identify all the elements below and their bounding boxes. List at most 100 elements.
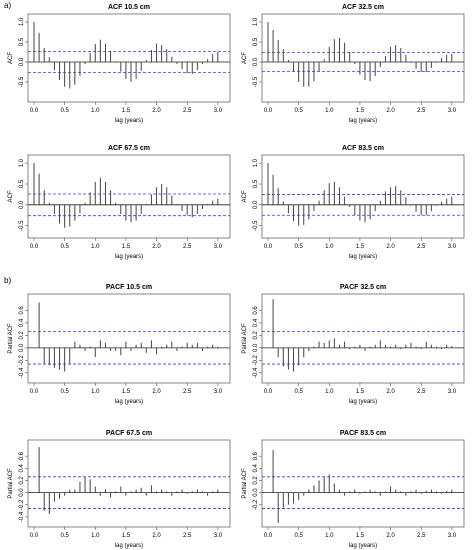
y-tick-label: 1.0 bbox=[253, 17, 259, 26]
x-tick-label: 3.0 bbox=[448, 389, 457, 395]
y-tick-label: 1.0 bbox=[19, 158, 25, 167]
plot-frame bbox=[261, 13, 465, 103]
x-tick-label: 1.0 bbox=[91, 389, 100, 395]
y-tick-label: 0.5 bbox=[253, 37, 259, 46]
x-tick-label: 1.5 bbox=[356, 108, 365, 114]
x-tick-label: 0.5 bbox=[60, 244, 69, 250]
y-tick-label: -0.5 bbox=[19, 220, 25, 231]
x-tick-label: 2.0 bbox=[386, 389, 395, 395]
x-tick-label: 0.0 bbox=[264, 108, 273, 114]
x-tick-label: 1.5 bbox=[122, 244, 131, 250]
x-tick-label: 3.0 bbox=[214, 389, 223, 395]
x-tick-label: 0.5 bbox=[60, 533, 69, 539]
chart-1: ACF 32.5 cm 0.0 0.5 1.0 1.5 2.0 2.5 3.0 -0.5 0.0 0… bbox=[242, 4, 465, 124]
x-axis-label: lag (years) bbox=[115, 254, 143, 260]
x-axis-label: lag (years) bbox=[349, 399, 377, 405]
x-tick-label: 0.5 bbox=[294, 244, 303, 250]
y-tick-label: 0.2 bbox=[19, 476, 25, 485]
y-axis-label: ACF bbox=[8, 190, 14, 202]
chart-title: PACF 10.5 cm bbox=[106, 284, 152, 291]
y-tick-label: 1.0 bbox=[19, 17, 25, 26]
x-tick-label: 2.5 bbox=[417, 389, 426, 395]
y-tick-label: 0.0 bbox=[253, 488, 259, 497]
x-tick-label: 0.5 bbox=[60, 108, 69, 114]
y-tick-label: -0.5 bbox=[253, 76, 259, 87]
x-tick-label: 2.5 bbox=[183, 389, 192, 395]
x-tick-label: 3.0 bbox=[448, 108, 457, 114]
y-axis-label: Partial ACF bbox=[242, 323, 248, 354]
x-tick-label: 2.0 bbox=[152, 244, 161, 250]
x-tick-label: 0.0 bbox=[30, 389, 39, 395]
y-axis-label: Partial ACF bbox=[8, 323, 14, 354]
x-tick-label: 2.0 bbox=[152, 533, 161, 539]
x-tick-label: 1.5 bbox=[122, 108, 131, 114]
chart-title: ACF 32.5 cm bbox=[342, 4, 384, 11]
chart-2: ACF 67.5 cm 0.0 0.5 1.0 1.5 2.0 2.5 3.0 -0.5 0.0 0… bbox=[8, 145, 231, 260]
y-tick-label: 0.5 bbox=[19, 37, 25, 46]
y-tick-label: 0.6 bbox=[19, 451, 25, 460]
y-tick-label: 0.0 bbox=[19, 488, 25, 497]
x-tick-label: 0.0 bbox=[30, 244, 39, 250]
y-tick-label: 0.0 bbox=[19, 57, 25, 66]
x-tick-label: 1.5 bbox=[122, 533, 131, 539]
y-tick-label: 0.0 bbox=[253, 200, 259, 209]
y-tick-label: 0.0 bbox=[253, 57, 259, 66]
x-tick-label: 2.5 bbox=[417, 244, 426, 250]
y-tick-label: 0.4 bbox=[253, 318, 259, 327]
chart-5: PACF 32.5 cm 0.0 0.5 1.0 1.5 2.0 2.5 3.0 -0.4 -0.… bbox=[242, 284, 465, 405]
y-tick-label: 0.0 bbox=[19, 200, 25, 209]
chart-title: PACF 83.5 cm bbox=[340, 430, 386, 437]
chart-title: ACF 10.5 cm bbox=[108, 4, 150, 11]
x-tick-label: 3.0 bbox=[448, 533, 457, 539]
y-tick-label: 0.4 bbox=[19, 318, 25, 327]
y-axis-label: ACF bbox=[242, 52, 248, 64]
chart-0: ACF 10.5 cm 0.0 0.5 1.0 1.5 2.0 2.5 3.0 -0.5 0.0 0… bbox=[8, 4, 231, 124]
x-tick-label: 1.5 bbox=[122, 389, 131, 395]
y-axis-label: Partial ACF bbox=[242, 468, 248, 499]
x-tick-label: 0.0 bbox=[30, 108, 39, 114]
x-tick-label: 1.5 bbox=[356, 244, 365, 250]
x-tick-label: 1.0 bbox=[91, 108, 100, 114]
x-tick-label: 1.0 bbox=[91, 533, 100, 539]
x-tick-label: 0.0 bbox=[264, 244, 273, 250]
plot-frame bbox=[261, 293, 465, 384]
y-tick-label: 1.0 bbox=[253, 158, 259, 167]
x-tick-label: 2.5 bbox=[417, 533, 426, 539]
y-tick-label: 0.6 bbox=[253, 306, 259, 315]
y-tick-label: -0.5 bbox=[19, 76, 25, 87]
x-tick-label: 1.0 bbox=[325, 244, 334, 250]
y-tick-label: 0.4 bbox=[19, 463, 25, 472]
plot-frame bbox=[27, 154, 231, 239]
x-tick-label: 1.0 bbox=[325, 533, 334, 539]
x-tick-label: 2.0 bbox=[386, 244, 395, 250]
x-tick-label: 2.5 bbox=[183, 108, 192, 114]
x-tick-label: 1.5 bbox=[356, 533, 365, 539]
y-tick-label: 0.6 bbox=[19, 306, 25, 315]
x-tick-label: 2.5 bbox=[183, 533, 192, 539]
chart-4: PACF 10.5 cm 0.0 0.5 1.0 1.5 2.0 2.5 3.0 -0.4 -0.… bbox=[8, 284, 231, 405]
y-axis-label: ACF bbox=[8, 52, 14, 64]
x-tick-label: 2.5 bbox=[417, 108, 426, 114]
y-tick-label: 0.0 bbox=[19, 343, 25, 352]
plot-frame bbox=[27, 293, 231, 384]
chart-title: PACF 32.5 cm bbox=[340, 284, 386, 291]
x-tick-label: 0.5 bbox=[60, 389, 69, 395]
y-tick-label: 0.5 bbox=[253, 179, 259, 188]
x-tick-label: 0.0 bbox=[264, 389, 273, 395]
x-tick-label: 2.0 bbox=[386, 108, 395, 114]
y-tick-label: -0.2 bbox=[253, 499, 259, 510]
y-tick-label: -0.4 bbox=[19, 367, 25, 378]
y-tick-label: -0.2 bbox=[253, 354, 259, 365]
chart-7: PACF 83.5 cm 0.0 0.5 1.0 1.5 2.0 2.5 3.0 -0.2 0.0… bbox=[242, 430, 465, 549]
x-tick-label: 3.0 bbox=[214, 533, 223, 539]
x-tick-label: 2.0 bbox=[152, 389, 161, 395]
y-tick-label: -0.2 bbox=[19, 354, 25, 365]
chart-3: ACF 83.5 cm 0.0 0.5 1.0 1.5 2.0 2.5 3.0 -0.5 0.0 0… bbox=[242, 145, 465, 260]
y-tick-label: 0.2 bbox=[253, 331, 259, 340]
chart-title: ACF 67.5 cm bbox=[108, 145, 150, 152]
x-axis-label: lag (years) bbox=[115, 543, 143, 549]
x-tick-label: 0.0 bbox=[30, 533, 39, 539]
y-tick-label: -0.5 bbox=[253, 220, 259, 231]
